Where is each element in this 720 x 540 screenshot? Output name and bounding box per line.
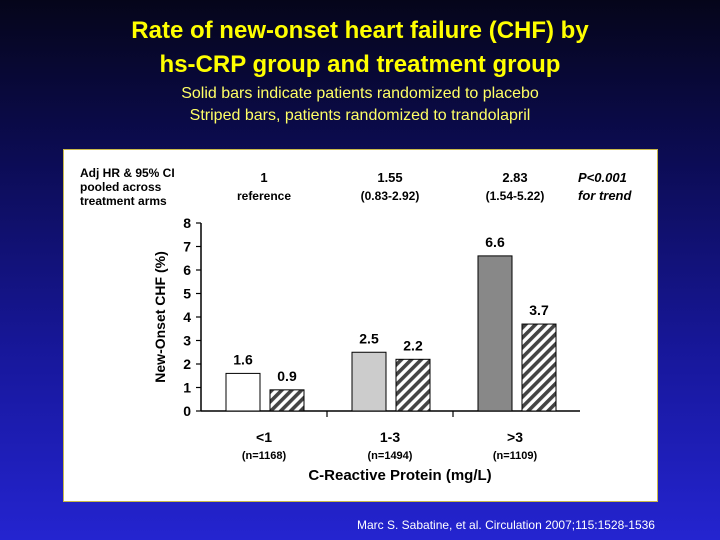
slide-title-line1: Rate of new-onset heart failure (CHF) by <box>131 17 589 44</box>
x-category-n: (n=1109) <box>493 450 538 462</box>
y-axis-label: New-Onset CHF (%) <box>152 251 168 382</box>
hr-annotation-value: 1.55 <box>377 170 402 185</box>
y-tick-label: 0 <box>183 403 191 419</box>
bar-value-label: 0.9 <box>277 368 297 384</box>
y-tick-label: 7 <box>183 239 191 255</box>
trend-p-value: P<0.001 <box>578 170 627 185</box>
x-category-n: (n=1168) <box>242 450 287 462</box>
x-category-label: <1 <box>256 429 272 445</box>
y-tick-label: 6 <box>183 262 191 278</box>
y-tick-label: 2 <box>183 356 191 372</box>
hr-annotation-value: 2.83 <box>502 170 527 185</box>
citation: Marc S. Sabatine, et al. Circulation 200… <box>357 518 655 532</box>
trend-label: for trend <box>578 188 633 203</box>
slide-title-line2: hs-CRP group and treatment group <box>159 51 561 78</box>
hr-annotation-ci: (0.83-2.92) <box>361 189 420 203</box>
bar-striped-2 <box>521 323 557 412</box>
x-axis-label: C-Reactive Protein (mg/L) <box>308 467 491 484</box>
y-tick-label: 3 <box>183 333 191 349</box>
x-category-label: 1-3 <box>380 429 400 445</box>
hr-annotation-ci: reference <box>237 189 291 203</box>
slide-subtitle-line1: Solid bars indicate patients randomized … <box>181 85 539 102</box>
y-tick-label: 1 <box>183 380 191 396</box>
hr-annotation-value: 1 <box>260 170 267 185</box>
bar-value-label: 1.6 <box>233 351 253 367</box>
y-tick-label: 8 <box>183 215 191 231</box>
bar-value-label: 2.5 <box>359 330 379 346</box>
header-label-line: Adj HR & 95% CI <box>80 166 175 180</box>
slide-subtitle-line2: Striped bars, patients randomized to tra… <box>189 107 531 124</box>
header-label-line: treatment arms <box>80 194 167 208</box>
x-category-n: (n=1494) <box>368 450 413 462</box>
bar-solid-2 <box>477 255 513 412</box>
bar-striped-0 <box>269 389 305 412</box>
y-tick-label: 4 <box>183 309 191 325</box>
bar-value-label: 6.6 <box>485 234 505 250</box>
bar-solid-1 <box>351 351 387 412</box>
bar-striped-1 <box>395 358 431 412</box>
x-category-label: >3 <box>507 429 523 445</box>
hr-annotation-ci: (1.54-5.22) <box>486 189 545 203</box>
bar-value-label: 3.7 <box>529 302 549 318</box>
bar-value-label: 2.2 <box>403 337 423 353</box>
header-label-line: pooled across <box>80 180 162 194</box>
y-tick-label: 5 <box>183 286 191 302</box>
bar-solid-0 <box>225 372 261 412</box>
chart-panel: Adj HR & 95% CI pooled across treatment ar… <box>63 149 658 502</box>
